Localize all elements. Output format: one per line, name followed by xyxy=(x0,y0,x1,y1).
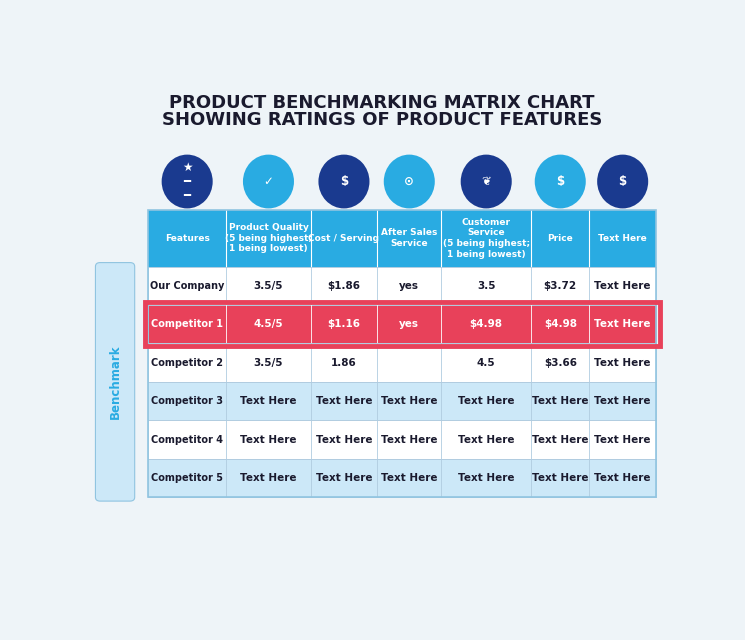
Text: Text Here: Text Here xyxy=(595,396,651,406)
Text: Customer
Service
(5 being highest;
1 being lowest): Customer Service (5 being highest; 1 bei… xyxy=(443,218,530,259)
Text: $1.16: $1.16 xyxy=(328,319,361,329)
Text: Text Here: Text Here xyxy=(458,396,515,406)
FancyBboxPatch shape xyxy=(95,262,135,501)
Ellipse shape xyxy=(318,155,370,209)
FancyBboxPatch shape xyxy=(148,420,656,459)
Text: $: $ xyxy=(557,175,564,188)
Text: Competitor 3: Competitor 3 xyxy=(151,396,224,406)
Text: Text Here: Text Here xyxy=(240,435,297,445)
Text: ❦: ❦ xyxy=(481,175,491,188)
Text: Competitor 4: Competitor 4 xyxy=(151,435,224,445)
Ellipse shape xyxy=(243,155,294,209)
Text: $: $ xyxy=(340,175,348,188)
Text: ★
━
━: ★ ━ ━ xyxy=(182,161,192,202)
FancyBboxPatch shape xyxy=(148,210,656,266)
FancyBboxPatch shape xyxy=(148,382,656,420)
Text: Text Here: Text Here xyxy=(381,473,437,483)
Ellipse shape xyxy=(162,155,212,209)
Text: yes: yes xyxy=(399,319,419,329)
Text: 1.86: 1.86 xyxy=(331,358,357,367)
Text: ✓: ✓ xyxy=(264,175,273,188)
FancyBboxPatch shape xyxy=(148,344,656,382)
Text: $3.72: $3.72 xyxy=(544,281,577,291)
Text: Text Here: Text Here xyxy=(240,396,297,406)
Text: 4.5/5: 4.5/5 xyxy=(253,319,283,329)
FancyBboxPatch shape xyxy=(148,305,656,344)
Text: Benchmark: Benchmark xyxy=(109,344,121,419)
Text: After Sales
Service: After Sales Service xyxy=(381,228,437,248)
Text: Text Here: Text Here xyxy=(598,234,647,243)
Text: 4.5: 4.5 xyxy=(477,358,495,367)
Text: Text Here: Text Here xyxy=(316,473,372,483)
Text: Text Here: Text Here xyxy=(532,435,589,445)
Text: ⊙: ⊙ xyxy=(405,175,414,188)
FancyBboxPatch shape xyxy=(148,266,656,305)
Text: Text Here: Text Here xyxy=(458,435,515,445)
Text: Product Quality
(5 being highest;
1 being lowest): Product Quality (5 being highest; 1 bein… xyxy=(225,223,312,253)
Text: Text Here: Text Here xyxy=(532,473,589,483)
Text: Text Here: Text Here xyxy=(595,473,651,483)
Text: Text Here: Text Here xyxy=(595,281,651,291)
Text: Cost / Serving: Cost / Serving xyxy=(308,234,379,243)
Text: Features: Features xyxy=(165,234,209,243)
Text: Text Here: Text Here xyxy=(595,319,651,329)
Text: Our Company: Our Company xyxy=(150,281,224,291)
FancyBboxPatch shape xyxy=(148,459,656,497)
Ellipse shape xyxy=(460,155,512,209)
Text: 3.5: 3.5 xyxy=(477,281,495,291)
Text: $4.98: $4.98 xyxy=(544,319,577,329)
Text: Text Here: Text Here xyxy=(595,435,651,445)
Ellipse shape xyxy=(384,155,435,209)
Text: Text Here: Text Here xyxy=(240,473,297,483)
Ellipse shape xyxy=(597,155,648,209)
Text: $1.86: $1.86 xyxy=(328,281,361,291)
Text: PRODUCT BENCHMARKING MATRIX CHART: PRODUCT BENCHMARKING MATRIX CHART xyxy=(169,94,595,112)
Text: Text Here: Text Here xyxy=(458,473,515,483)
Text: Text Here: Text Here xyxy=(532,396,589,406)
Text: 3.5/5: 3.5/5 xyxy=(254,281,283,291)
Text: Text Here: Text Here xyxy=(316,435,372,445)
Text: Competitor 5: Competitor 5 xyxy=(151,473,224,483)
Text: Text Here: Text Here xyxy=(381,396,437,406)
Text: Price: Price xyxy=(548,234,573,243)
Text: $: $ xyxy=(618,175,627,188)
Text: Competitor 1: Competitor 1 xyxy=(151,319,224,329)
Text: Text Here: Text Here xyxy=(381,435,437,445)
Text: yes: yes xyxy=(399,281,419,291)
Text: Text Here: Text Here xyxy=(595,358,651,367)
Text: SHOWING RATINGS OF PRODUCT FEATURES: SHOWING RATINGS OF PRODUCT FEATURES xyxy=(162,111,602,129)
Text: Text Here: Text Here xyxy=(316,396,372,406)
Text: $4.98: $4.98 xyxy=(469,319,503,329)
Text: 3.5/5: 3.5/5 xyxy=(254,358,283,367)
Text: Competitor 2: Competitor 2 xyxy=(151,358,224,367)
Ellipse shape xyxy=(535,155,586,209)
Text: $3.66: $3.66 xyxy=(544,358,577,367)
